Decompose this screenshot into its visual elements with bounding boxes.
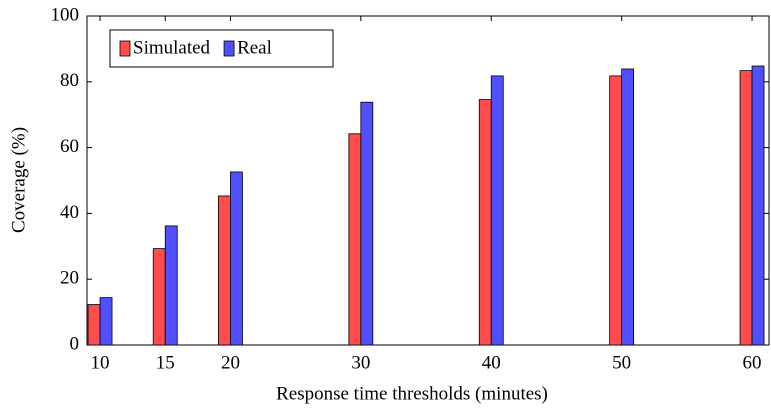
legend-label: Real (237, 37, 272, 58)
bar (609, 75, 623, 346)
legend-swatch (223, 40, 235, 57)
legend-label: Simulated (133, 37, 211, 58)
x-tick-label: 30 (351, 352, 370, 373)
bar (621, 68, 635, 346)
y-tick-label: 40 (60, 202, 79, 223)
x-tick-label: 15 (156, 352, 175, 373)
bar (751, 65, 765, 346)
bar (739, 70, 753, 346)
x-axis-label: Response time thresholds (minutes) (276, 383, 548, 404)
y-tick-label: 0 (70, 333, 80, 354)
plot-frame (86, 15, 770, 346)
bar (164, 225, 178, 346)
legend-swatch (119, 40, 131, 57)
bar (478, 99, 492, 346)
y-tick-label: 60 (60, 136, 79, 157)
y-tick-label: 20 (60, 268, 79, 289)
x-tick-label: 20 (221, 352, 240, 373)
y-tick-label: 80 (60, 70, 79, 91)
y-axis-label: Coverage (%) (8, 127, 29, 233)
bar (230, 171, 243, 346)
y-tick-label: 100 (51, 4, 80, 25)
x-tick-label: 40 (482, 352, 501, 373)
x-tick-label: 60 (743, 352, 762, 373)
bar (360, 101, 374, 346)
bar (218, 195, 231, 346)
x-tick-label: 10 (91, 352, 110, 373)
bar (348, 133, 362, 346)
x-tick-label: 50 (612, 352, 631, 373)
bar (152, 248, 166, 346)
bar (99, 297, 113, 346)
legend-box (109, 29, 334, 68)
bar (490, 75, 504, 346)
bar (87, 304, 101, 346)
